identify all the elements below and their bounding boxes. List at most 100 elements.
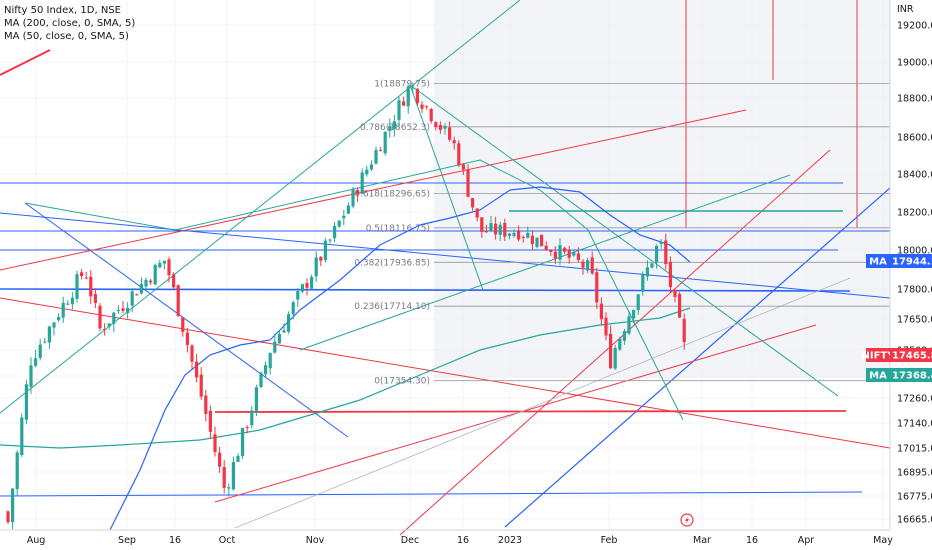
lightning-icon[interactable] — [680, 513, 694, 527]
candle-body — [93, 294, 97, 303]
candle-body — [507, 233, 511, 236]
candle-body — [365, 169, 369, 175]
candle-body — [659, 241, 663, 244]
candle-body — [480, 217, 484, 232]
candle-body — [135, 294, 139, 296]
candle-body — [530, 235, 534, 244]
candle-body — [222, 466, 226, 488]
x-tick-label: Mar — [693, 535, 711, 546]
candle-body — [650, 263, 654, 268]
y-tick-label: 17140.00 — [897, 419, 932, 430]
candle-body — [475, 208, 479, 218]
candle-body — [20, 417, 24, 456]
candle-body — [544, 245, 548, 250]
candle-body — [328, 239, 332, 241]
candle-body — [268, 352, 272, 369]
candle-body — [277, 333, 281, 344]
candle-body — [369, 164, 373, 170]
candle-body — [402, 101, 406, 106]
candle-body — [176, 285, 180, 317]
price-tag-label-bg — [866, 368, 890, 382]
candle-body — [379, 150, 383, 152]
price-tag-value-bg — [890, 348, 932, 362]
candle-body — [466, 169, 470, 197]
x-tick-label: Nov — [306, 535, 325, 546]
candle-body — [195, 361, 199, 378]
candle-body — [498, 224, 502, 235]
y-tick-label: 17650.00 — [897, 315, 932, 326]
candle-body — [29, 365, 33, 387]
candle-body — [305, 282, 309, 288]
candle-body — [668, 261, 672, 288]
candle-body — [273, 341, 277, 353]
candle-body — [43, 341, 47, 343]
candle-body — [254, 387, 258, 413]
drawn-line — [0, 0, 521, 414]
candle-body — [406, 86, 410, 107]
candle-body — [512, 233, 516, 236]
fib-label: 0.5(18116.75) — [366, 224, 430, 234]
candle-body — [112, 312, 116, 324]
candle-body — [360, 172, 364, 194]
drawn-line — [24, 159, 684, 421]
drawn-line — [409, 84, 839, 397]
candle-body — [429, 108, 433, 122]
candle-body — [172, 274, 176, 288]
candle-body — [342, 215, 346, 219]
candle-body — [121, 308, 125, 311]
candle-body — [415, 88, 419, 104]
candle-body — [227, 487, 231, 489]
ma200-line — [0, 307, 691, 449]
candle-body — [287, 314, 291, 332]
candle-body — [664, 240, 668, 265]
price-tag-label: NIFTY — [862, 351, 896, 362]
candle-body — [420, 104, 424, 109]
candle-body — [604, 317, 608, 336]
price-tag-value: 17465.80 — [892, 351, 932, 362]
y-tick-label: 18200.00 — [897, 208, 932, 219]
candle-body — [581, 261, 585, 268]
candle-body — [655, 245, 659, 263]
y-tick-label: 18800.00 — [897, 94, 932, 105]
candle-body — [89, 276, 93, 297]
x-tick-label: May — [873, 535, 893, 546]
x-tick-label: 16 — [746, 535, 758, 546]
candle-body — [47, 326, 51, 343]
candle-body — [337, 220, 341, 227]
x-tick-label: Dec — [401, 535, 419, 546]
x-tick-label: Aug — [27, 535, 46, 546]
candle-body — [116, 309, 120, 311]
legend-title: Nifty 50 Index, 1D, NSE — [4, 5, 121, 16]
candle-body — [57, 316, 61, 321]
y-tick-label: 17800.00 — [897, 285, 932, 296]
candle-body — [673, 290, 677, 298]
candle-body — [641, 274, 645, 292]
candle-body — [388, 125, 392, 131]
x-tick-label: 16 — [169, 535, 181, 546]
candle-body — [613, 348, 617, 369]
candle-body — [213, 434, 217, 453]
price-tag-label: MA — [869, 371, 887, 382]
candle-body — [38, 344, 42, 358]
candle-body — [609, 333, 613, 369]
candle-body — [61, 302, 65, 318]
candle-body — [208, 410, 212, 432]
price-tag-label-bg — [866, 254, 890, 268]
y-tick-label: 18000.00 — [897, 246, 932, 257]
y-tick-label: 19200.00 — [897, 21, 932, 32]
candle-body — [84, 277, 88, 279]
candle-body — [392, 121, 396, 129]
legend-ma50: MA (50, close, 0, SMA, 5) — [4, 31, 129, 42]
candle-body — [682, 318, 686, 343]
candle-body — [549, 250, 553, 252]
candle-body — [11, 488, 15, 523]
candle-body — [245, 427, 249, 429]
y-tick-label: 16895.00 — [897, 468, 932, 479]
candle-body — [595, 272, 599, 303]
candle-body — [576, 253, 580, 260]
candle-body — [291, 302, 295, 315]
x-tick-label: Oct — [219, 535, 236, 546]
candle-body — [535, 237, 539, 247]
candle-body — [383, 131, 387, 154]
